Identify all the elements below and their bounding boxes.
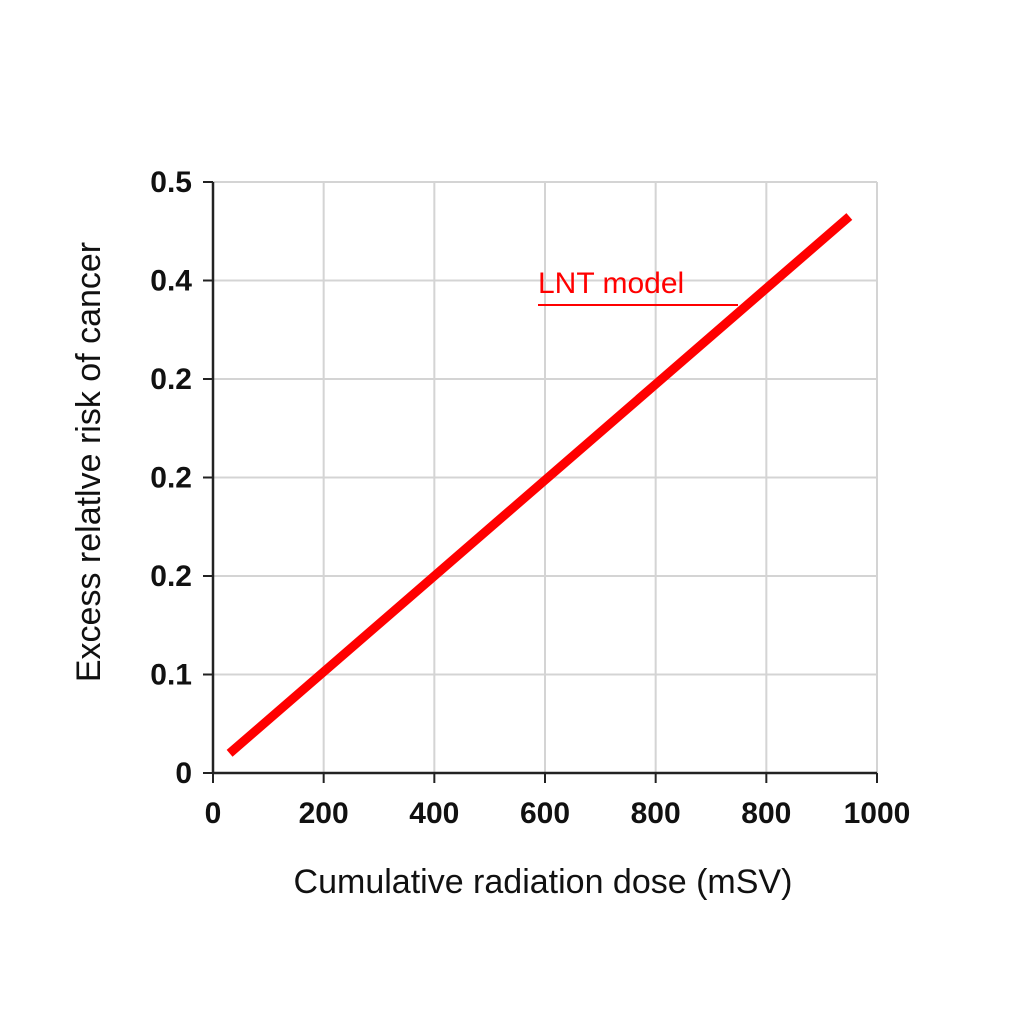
y-tick-labels: 0 0.1 0.2 0.2 0.2 0.4 0.5 (150, 166, 192, 790)
x-tick-label: 600 (520, 797, 570, 830)
x-tick-label: 800 (741, 797, 791, 830)
series (226, 213, 853, 757)
x-tick-label: 1000 (844, 797, 911, 830)
y-tick-label: 0.5 (150, 166, 192, 199)
x-tick-label: 400 (409, 797, 459, 830)
y-axis-title: Excess relatlve risk of cancer (70, 242, 108, 682)
y-tick-label: 0.2 (150, 560, 192, 593)
y-tick-label: 0 (175, 757, 192, 790)
y-tick-label: 0.2 (150, 363, 192, 396)
x-axis-title: Cumulative radiation dose (mSV) (294, 863, 793, 901)
x-tick-labels: 0 200 400 600 800 800 1000 (205, 797, 911, 830)
axes (203, 181, 878, 783)
y-tick-label: 0.2 (150, 462, 192, 495)
y-tick-label: 0.4 (150, 265, 192, 298)
x-tick-label: 0 (205, 797, 222, 830)
x-tick-label: 200 (299, 797, 349, 830)
series-line (226, 213, 853, 757)
x-tick-label: 800 (631, 797, 681, 830)
legend-label: LNT model (538, 267, 684, 300)
legend: LNT model (538, 267, 738, 306)
y-tick-label: 0.1 (150, 659, 192, 692)
